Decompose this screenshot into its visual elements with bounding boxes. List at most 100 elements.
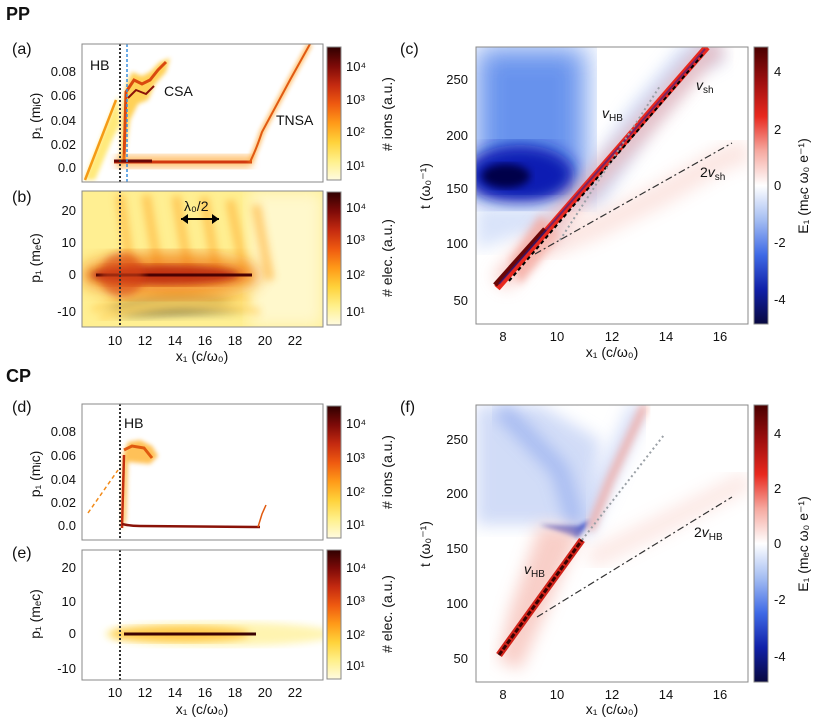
ylabel-f: t (ω₀⁻¹) (417, 521, 433, 567)
xtick-label: 12 (605, 687, 619, 702)
colorbar-label-b: # elec. (a.u.) (379, 219, 395, 297)
colorbar-tick-label: 10¹ (346, 158, 365, 173)
frame-e (81, 549, 324, 681)
plot-area-d (82, 404, 323, 540)
heatmap-f (476, 405, 748, 670)
colorbar-tick-label: 10⁴ (346, 416, 366, 431)
panel-label-c: (c) (400, 41, 419, 58)
xtick-label: 10 (550, 329, 564, 344)
colorbar-tick-label: 10³ (346, 92, 365, 107)
ion-hb-ramp (83, 99, 118, 181)
ion-csa-curve (122, 60, 168, 161)
panel-e: (e) -10 0 10 20 10 12 14 16 18 20 22 p₁ (mₑc) x₁ … (12, 545, 395, 717)
ytick-label: 150 (446, 181, 468, 196)
panel-b: (b) λ₀/2 -10 0 10 20 10 12 14 16 18 20 22 p₁ (mₑc… (12, 189, 395, 364)
ytick-label: 0.06 (51, 448, 76, 463)
colorbar-tick-label: 4 (774, 426, 781, 441)
colorbar-tick-label: 10⁴ (346, 59, 366, 74)
section-label-pp: PP (6, 4, 30, 24)
frame-d (81, 403, 324, 541)
colorbar-tick-label: 10¹ (346, 517, 365, 532)
annotation-vsh: vsh (696, 77, 714, 96)
annotation-hb-d: HB (124, 415, 143, 431)
field-neg-deep (482, 164, 530, 188)
colorbar-tick-label: 2 (774, 481, 781, 496)
annotation-vhb-c: vHB (602, 105, 623, 124)
ytick-label: 200 (446, 128, 468, 143)
colorbar-tick-label: 4 (774, 64, 781, 79)
line-vhb-f (581, 434, 665, 541)
ion-cloud-d (122, 440, 158, 530)
yticks-f: 50 100 150 200 250 (446, 432, 468, 666)
ytick-label: 250 (446, 72, 468, 87)
frame-b (81, 190, 324, 328)
xtick-label: 12 (138, 333, 152, 348)
ytick-label: 0.02 (51, 137, 76, 152)
ytick-label: 100 (446, 236, 468, 251)
panel-d: (d) HB 0.00.020.040.060.08 p₁ (mᵢc) 10¹1… (12, 399, 395, 541)
heatmap-a (83, 44, 313, 181)
heatmap-b (82, 191, 323, 327)
ion-tnsa-curve (249, 44, 311, 163)
yticks-d: 0.0 0.02 0.04 0.06 0.08 (51, 424, 76, 533)
colorbar-tick-label: 10² (346, 484, 365, 499)
field-neg-streak-f (494, 405, 586, 533)
ion-curve-d (123, 444, 154, 459)
xticks-e: 10 12 14 16 18 20 22 (108, 685, 302, 700)
yticks-a: 0.0 0.02 0.04 0.06 0.08 (51, 64, 76, 175)
colorbar-tick-label: 10³ (346, 232, 365, 247)
panel-label-a: (a) (12, 41, 32, 58)
panel-a: (a) HB CSA TNSA 0.0 0.02 0.04 0.06 0.08 p₁ (… (12, 41, 395, 183)
annotation-tnsa: TNSA (276, 112, 314, 128)
line-vhb-c (559, 85, 661, 241)
panel-label-b: (b) (12, 189, 32, 206)
ion-csa-cloud (120, 58, 170, 170)
colorbar-f (753, 404, 769, 683)
colorbar-ticks-b: 10¹ 10² 10³ 10⁴ (346, 200, 366, 319)
panel-label-d: (d) (12, 399, 32, 416)
colorbar-tick-label: 10⁴ (346, 200, 366, 215)
colorbar-tick-label: 10² (346, 267, 365, 282)
panel-label-e: (e) (12, 545, 32, 562)
colorbar-label-a: # ions (a.u.) (379, 77, 395, 151)
xticks-c: 8 10 12 14 16 (499, 329, 727, 344)
yticks-e: -10 0 10 20 (57, 560, 76, 676)
colorbar-label-f: E₁ (mₑc ω₀ e⁻¹) (795, 496, 811, 592)
colorbar-tick-label: 2 (774, 122, 781, 137)
yticks-b: -10 0 10 20 (57, 203, 76, 319)
field-ridge-core-f (497, 539, 584, 656)
ylabel-d: p₁ (mᵢc) (27, 451, 43, 498)
colorbar-tick-label: -2 (774, 235, 786, 250)
field-ridge-edge (498, 48, 706, 285)
xtick-label: 22 (288, 333, 302, 348)
ytick-label: -10 (57, 661, 76, 676)
colorbar-ticks-d: 10¹ 10² 10³ 10⁴ (346, 416, 366, 532)
colorbar-ticks-c: -4 -2 0 2 4 (774, 64, 786, 307)
ytick-label: 250 (446, 432, 468, 447)
colorbar-label-d: # ions (a.u.) (379, 435, 395, 509)
field-neg-wake-f (571, 405, 649, 539)
frame-f (475, 404, 749, 683)
colorbar-a (326, 46, 342, 181)
colorbar-ticks-e: 10¹ 10² 10³ 10⁴ (346, 560, 366, 673)
heatmap-e (105, 622, 323, 646)
elec-hb-spot (100, 253, 144, 297)
colorbar-tick-label: 10³ (346, 593, 365, 608)
elec-bunches (115, 194, 275, 281)
ytick-label: 0.08 (51, 424, 76, 439)
ylabel-c: t (ω₀⁻¹) (417, 163, 433, 209)
colorbar-tick-label: -4 (774, 292, 786, 307)
ytick-label: 0.06 (51, 88, 76, 103)
xtick-label: 16 (713, 687, 727, 702)
xticks-b: 10 12 14 16 18 20 22 (108, 333, 302, 348)
ytick-label: 200 (446, 486, 468, 501)
xticks-f: 8 10 12 14 16 (499, 687, 727, 702)
colorbar-tick-label: 0 (774, 178, 781, 193)
annotation-csa: CSA (164, 83, 193, 99)
annotation-lambda: λ₀/2 (184, 198, 209, 214)
colorbar-d (326, 405, 342, 539)
yticks-c: 50 100 150 200 250 (446, 72, 468, 308)
